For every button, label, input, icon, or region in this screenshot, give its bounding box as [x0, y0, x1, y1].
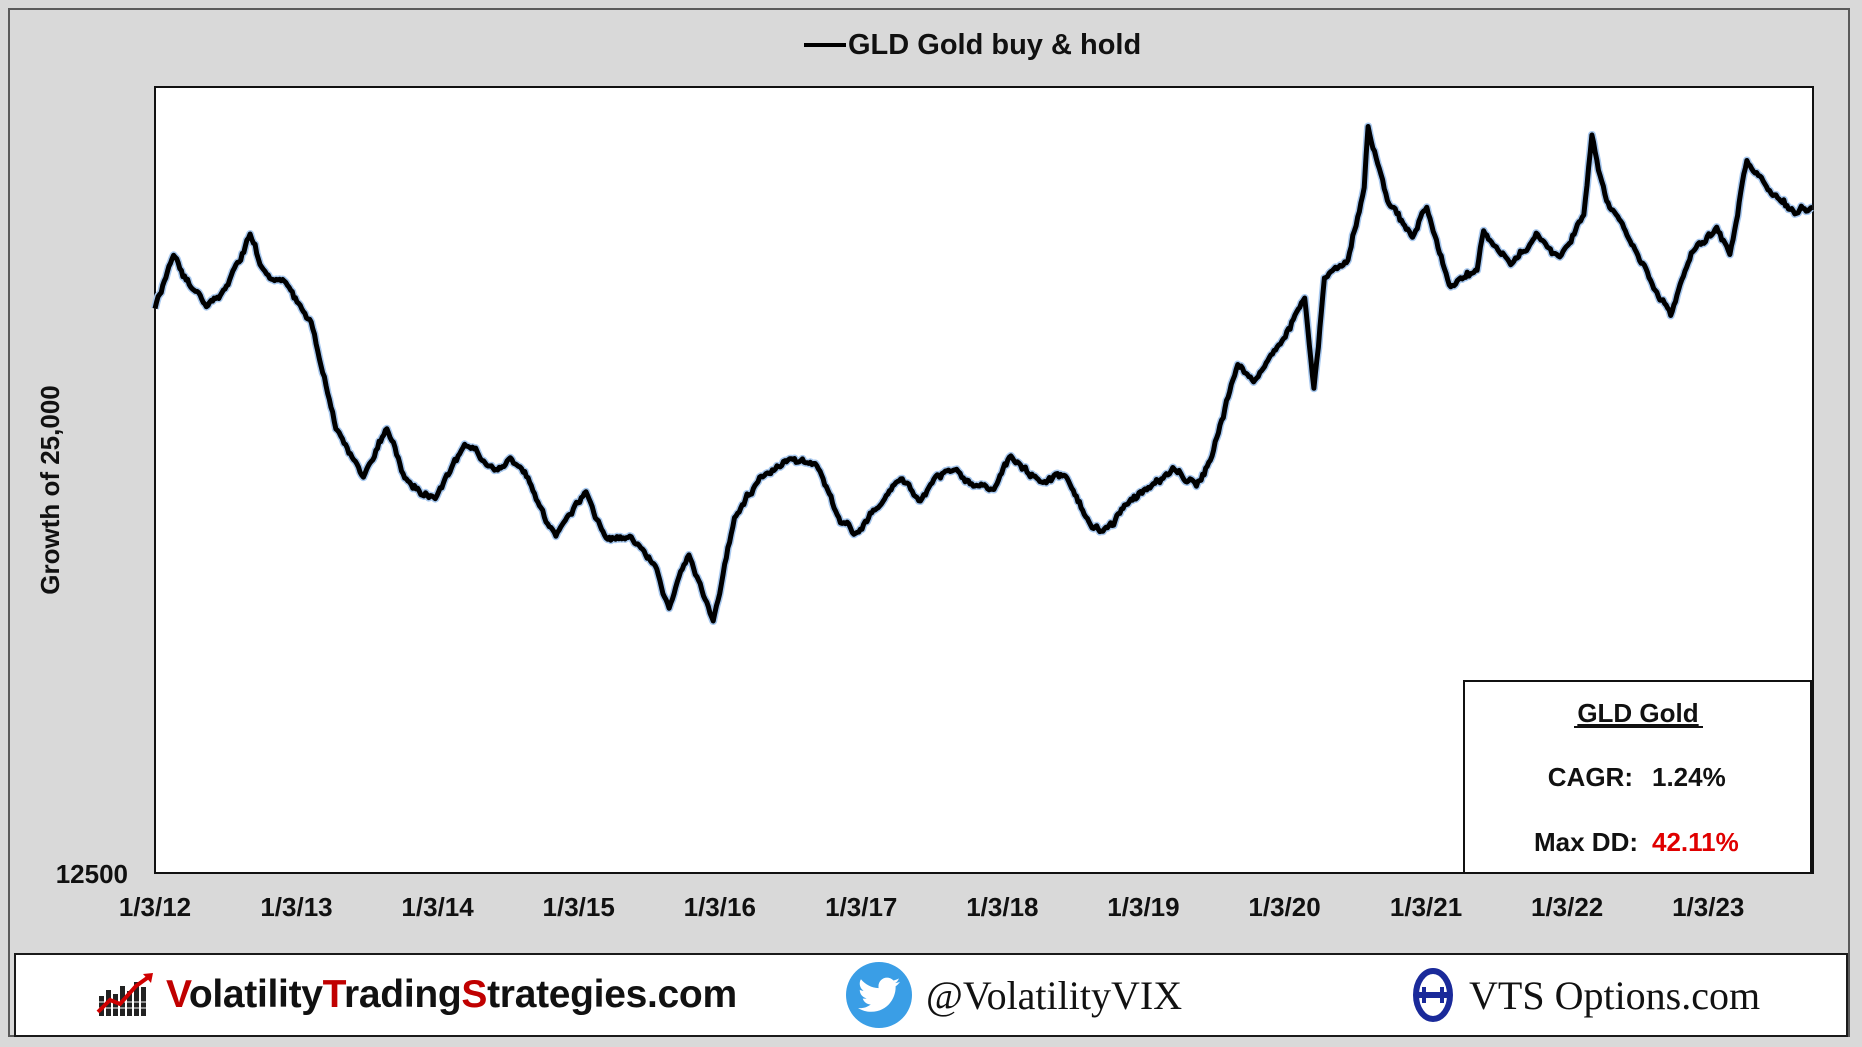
x-tick-label: 1/3/20	[1248, 892, 1320, 922]
volatility-site-brand[interactable]: VolatilityTradingStrategies.com	[96, 955, 737, 1035]
x-tick-label: 1/3/14	[401, 892, 474, 922]
x-tick-label: 1/3/18	[966, 892, 1038, 922]
options-site-name: VTS Options.com	[1469, 972, 1761, 1018]
series-line-gld-gold	[152, 124, 1814, 624]
x-tick-label: 1/3/13	[260, 892, 332, 922]
vts-options-brand[interactable]: VTS Options.com	[1411, 955, 1760, 1035]
maxdd-label: Max DD:	[1534, 827, 1638, 857]
maxdd-value: 42.11%	[1652, 827, 1739, 857]
stats-title: GLD Gold	[1577, 698, 1698, 728]
x-tick-label: 1/3/17	[825, 892, 897, 922]
x-axis-ticks: 1/3/12 1/3/13 1/3/14 1/3/15 1/3/16 1/3/17 1/3/…	[119, 892, 1745, 922]
bar-chart-logo-icon	[96, 972, 154, 1018]
y-tick-label: 12500	[56, 859, 128, 889]
cagr-value: 1.24%	[1652, 762, 1726, 792]
site-name: VolatilityTradingStrategies.com	[166, 973, 737, 1017]
legend: GLD Gold buy & hold	[804, 29, 1141, 61]
x-tick-label: 1/3/22	[1531, 892, 1603, 922]
theta-logo-icon	[1413, 968, 1453, 1022]
stats-box: GLD Gold CAGR: 1.24% Max DD: 42.11%	[1463, 680, 1812, 874]
series-layer	[151, 122, 1815, 625]
site-name-part: rading	[344, 973, 462, 1016]
x-tick-label: 1/3/21	[1390, 892, 1462, 922]
site-name-part: trategies.com	[487, 973, 737, 1016]
x-tick-label: 1/3/19	[1107, 892, 1179, 922]
twitter-bird-icon	[846, 962, 912, 1028]
site-name-part: T	[322, 973, 345, 1016]
stats-box-border	[1463, 680, 1812, 874]
x-tick-label: 1/3/23	[1672, 892, 1744, 922]
site-name-part: V	[166, 973, 189, 1016]
twitter-brand[interactable]: @VolatilityVIX	[846, 955, 1182, 1035]
site-name-part: olatility	[188, 973, 323, 1016]
x-tick-label: 1/3/16	[684, 892, 756, 922]
x-tick-label: 1/3/15	[543, 892, 615, 922]
legend-label: GLD Gold buy & hold	[848, 29, 1141, 61]
y-axis-label: Growth of 25,000	[35, 385, 65, 595]
twitter-handle: @VolatilityVIX	[926, 972, 1183, 1018]
footer-banner: VolatilityTradingStrategies.com @Volatil…	[14, 953, 1848, 1037]
x-tick-label: 1/3/12	[119, 892, 191, 922]
cagr-label: CAGR:	[1548, 762, 1633, 792]
site-name-part: S	[461, 973, 488, 1016]
